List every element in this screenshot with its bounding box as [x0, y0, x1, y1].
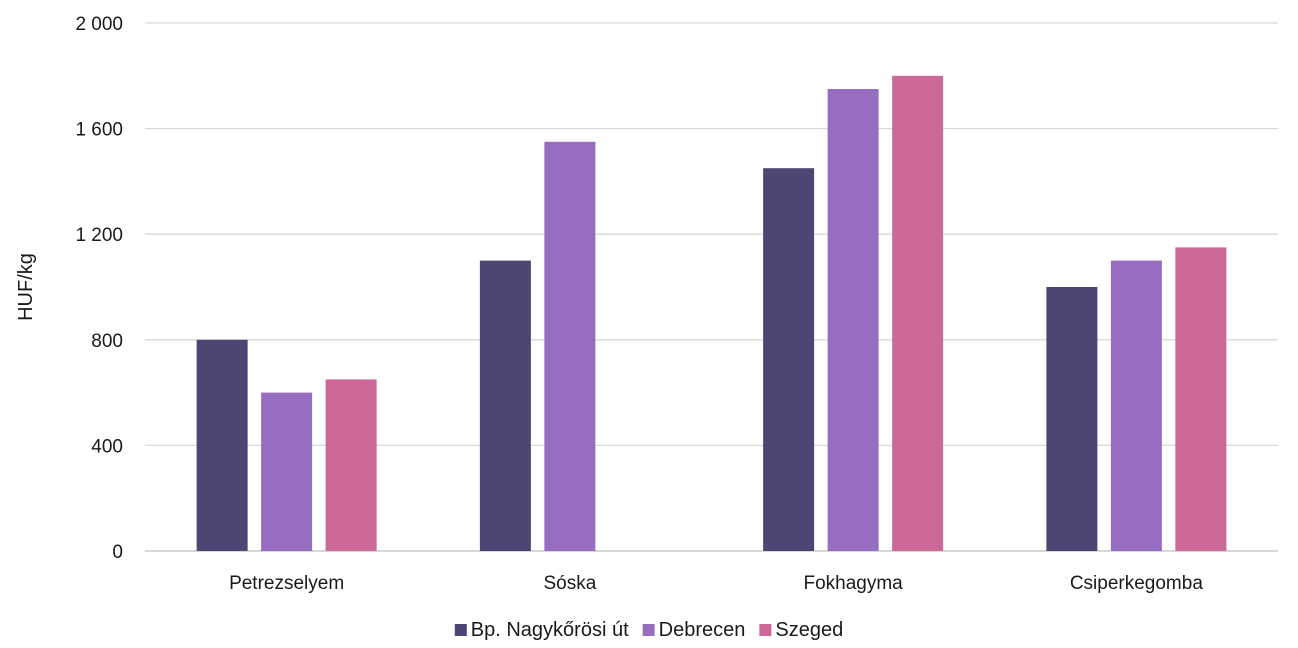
- bar: [1046, 287, 1098, 551]
- x-tick-label: Petrezselyem: [229, 573, 344, 594]
- x-axis-ticks: Petrezselyem Sóska Fokhagyma Csiperkegomba: [229, 573, 1203, 594]
- legend-swatch: [642, 624, 655, 636]
- y-tick-label: 1 600: [75, 120, 123, 141]
- x-tick-label: Sóska: [543, 573, 596, 594]
- y-tick-label: 2 000: [75, 14, 123, 35]
- legend-item: Szeged: [759, 619, 843, 641]
- bars: [196, 75, 1227, 552]
- y-tick-label: 0: [112, 542, 123, 563]
- bar: [196, 339, 248, 551]
- bar: [892, 75, 944, 552]
- legend-swatch: [454, 624, 467, 636]
- legend-label: Bp. Nagykőrösi út: [471, 619, 629, 641]
- bar: [1175, 247, 1227, 551]
- gridlines: [145, 22, 1278, 552]
- y-axis-ticks: 0 400 800 1 200 1 600 2 000: [75, 14, 123, 563]
- bar: [479, 260, 531, 551]
- bar: [544, 141, 596, 552]
- legend-item: Debrecen: [642, 619, 746, 641]
- x-tick-label: Csiperkegomba: [1070, 573, 1203, 594]
- legend-label: Debrecen: [659, 619, 746, 641]
- legend: Bp. Nagykőrösi út Debrecen Szeged: [454, 619, 843, 641]
- legend-swatch: [759, 624, 772, 636]
- y-tick-label: 1 200: [75, 225, 123, 246]
- legend-item: Bp. Nagykőrösi út: [454, 619, 629, 641]
- bar: [261, 392, 313, 551]
- y-axis-title: HUF/kg: [15, 253, 37, 321]
- legend-label: Szeged: [775, 619, 843, 641]
- bar: [827, 89, 879, 551]
- x-tick-label: Fokhagyma: [803, 573, 903, 594]
- bar: [1110, 260, 1162, 551]
- bar: [763, 168, 815, 551]
- bar: [325, 379, 377, 551]
- y-tick-label: 800: [91, 331, 123, 352]
- y-tick-label: 400: [91, 436, 123, 457]
